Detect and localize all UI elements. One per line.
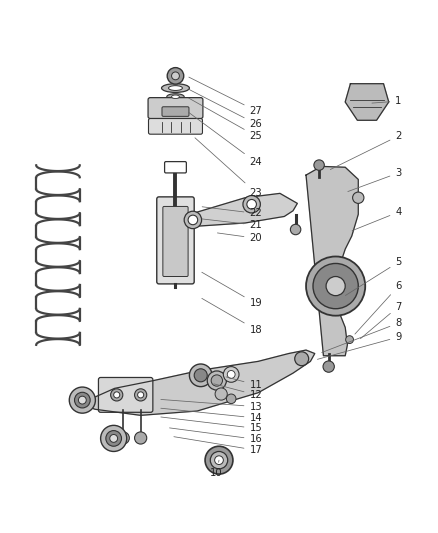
Text: 23: 23 xyxy=(195,138,262,198)
Circle shape xyxy=(194,369,207,382)
Text: 27: 27 xyxy=(189,77,262,116)
Text: 9: 9 xyxy=(318,332,402,359)
Text: 8: 8 xyxy=(321,318,402,352)
Text: 12: 12 xyxy=(214,384,262,400)
Text: 21: 21 xyxy=(202,219,262,230)
FancyBboxPatch shape xyxy=(162,107,189,116)
Circle shape xyxy=(167,68,184,84)
Text: 11: 11 xyxy=(226,377,262,390)
Text: 4: 4 xyxy=(352,207,402,231)
Circle shape xyxy=(188,215,198,225)
Text: 18: 18 xyxy=(202,298,262,335)
Circle shape xyxy=(313,263,358,309)
Text: 26: 26 xyxy=(189,90,262,129)
Text: 16: 16 xyxy=(170,428,262,445)
Circle shape xyxy=(346,336,353,344)
Circle shape xyxy=(314,160,324,171)
Circle shape xyxy=(215,456,223,465)
Circle shape xyxy=(223,367,239,382)
FancyBboxPatch shape xyxy=(99,377,153,413)
Circle shape xyxy=(106,431,121,446)
FancyBboxPatch shape xyxy=(165,161,186,173)
Circle shape xyxy=(210,451,228,469)
Ellipse shape xyxy=(172,95,180,99)
FancyBboxPatch shape xyxy=(148,118,202,134)
Text: 6: 6 xyxy=(355,281,402,334)
Circle shape xyxy=(110,434,117,442)
Polygon shape xyxy=(169,193,297,227)
Circle shape xyxy=(189,364,212,386)
Ellipse shape xyxy=(167,94,184,100)
Text: 15: 15 xyxy=(161,417,262,433)
Text: 20: 20 xyxy=(217,233,262,243)
Circle shape xyxy=(134,389,147,401)
Circle shape xyxy=(306,256,365,316)
Text: 22: 22 xyxy=(202,207,262,219)
FancyBboxPatch shape xyxy=(148,98,203,118)
Text: 3: 3 xyxy=(348,168,402,191)
Circle shape xyxy=(207,371,226,390)
Circle shape xyxy=(205,446,233,474)
Circle shape xyxy=(134,432,147,444)
Text: 19: 19 xyxy=(202,272,262,309)
Circle shape xyxy=(111,389,123,401)
Circle shape xyxy=(326,277,345,296)
Circle shape xyxy=(295,352,309,366)
Polygon shape xyxy=(345,84,389,120)
Circle shape xyxy=(114,392,120,398)
Circle shape xyxy=(290,224,301,235)
Text: 2: 2 xyxy=(330,131,402,169)
Circle shape xyxy=(247,199,256,209)
Text: 5: 5 xyxy=(346,257,402,295)
Circle shape xyxy=(323,361,334,372)
Circle shape xyxy=(227,370,235,378)
Ellipse shape xyxy=(169,86,183,91)
Circle shape xyxy=(78,396,86,404)
Circle shape xyxy=(211,375,223,386)
FancyBboxPatch shape xyxy=(163,206,188,277)
Text: 10: 10 xyxy=(210,460,223,478)
Circle shape xyxy=(226,394,236,403)
Circle shape xyxy=(138,392,144,398)
Polygon shape xyxy=(78,350,315,415)
Circle shape xyxy=(117,432,129,444)
Circle shape xyxy=(243,196,260,213)
Circle shape xyxy=(69,387,95,413)
Text: 24: 24 xyxy=(189,112,262,167)
Circle shape xyxy=(353,192,364,204)
Circle shape xyxy=(184,211,201,229)
Circle shape xyxy=(74,392,90,408)
Text: 7: 7 xyxy=(360,302,402,338)
Polygon shape xyxy=(306,166,358,356)
Ellipse shape xyxy=(162,84,189,92)
Text: 1: 1 xyxy=(372,96,402,106)
Text: 17: 17 xyxy=(174,437,262,455)
Text: 13: 13 xyxy=(161,399,262,411)
Text: 14: 14 xyxy=(161,408,262,423)
Circle shape xyxy=(101,425,127,451)
FancyBboxPatch shape xyxy=(157,197,194,284)
Circle shape xyxy=(172,72,180,80)
Circle shape xyxy=(215,388,227,400)
Text: 25: 25 xyxy=(189,98,262,141)
